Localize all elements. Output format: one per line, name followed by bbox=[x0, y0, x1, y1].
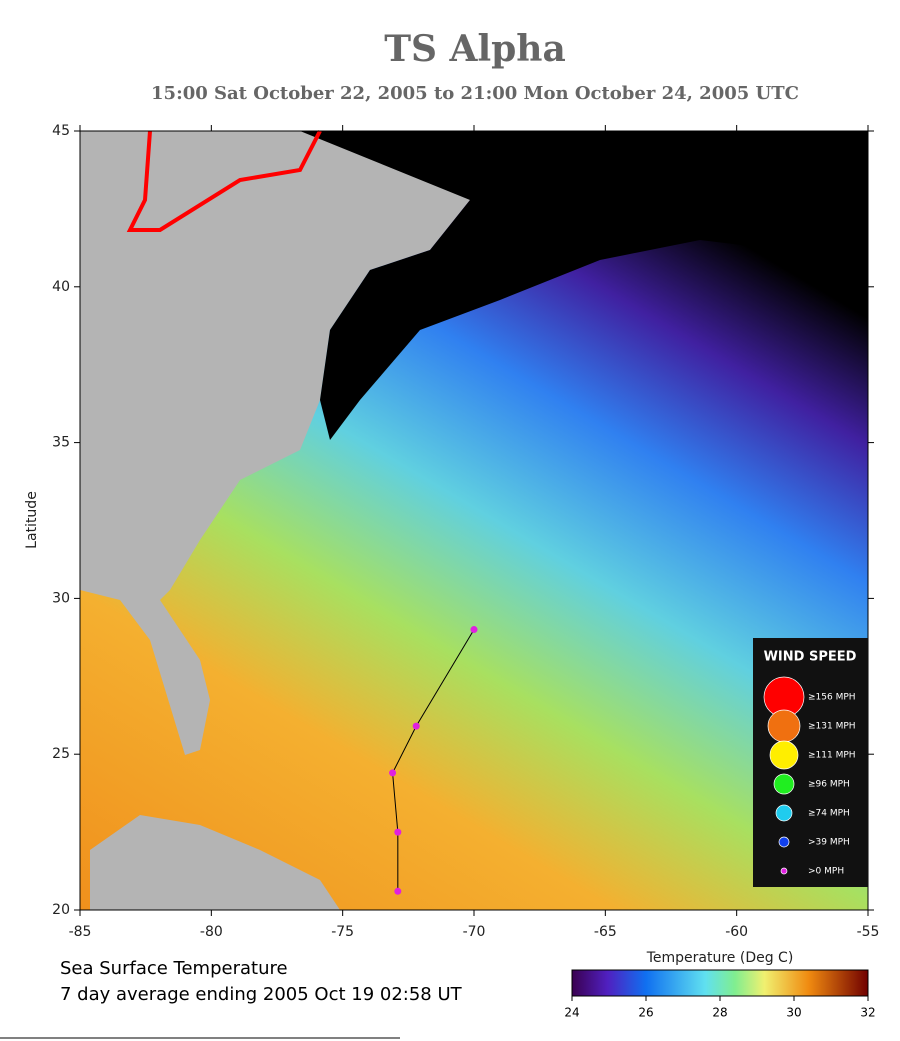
legend-symbol bbox=[769, 740, 799, 770]
y-axis-label: Latitude bbox=[24, 491, 40, 549]
colorbar-tick-label: 26 bbox=[638, 1006, 653, 1020]
legend-label: ≥131 MPH bbox=[808, 722, 856, 732]
y-tick-label: 35 bbox=[52, 435, 70, 451]
legend-label: ≥96 MPH bbox=[808, 780, 850, 790]
legend-symbol bbox=[773, 773, 795, 795]
x-tick-label: -70 bbox=[463, 924, 486, 940]
track-point bbox=[389, 769, 397, 777]
subtitle: 15:00 Sat October 22, 2005 to 21:00 Mon … bbox=[151, 83, 799, 104]
legend-symbol bbox=[767, 709, 801, 743]
y-tick-label: 30 bbox=[52, 590, 70, 606]
track-point bbox=[394, 887, 402, 895]
legend-label: >39 MPH bbox=[808, 838, 850, 848]
colorbar-tick-label: 30 bbox=[786, 1006, 801, 1020]
colorbar-tick-label: 24 bbox=[564, 1006, 579, 1020]
x-tick-label: -60 bbox=[725, 924, 748, 940]
legend-symbol bbox=[780, 867, 788, 875]
colorbar bbox=[571, 969, 869, 997]
x-tick-label: -85 bbox=[69, 924, 92, 940]
legend-title: WIND SPEED bbox=[764, 650, 857, 665]
colorbar-tick-label: 28 bbox=[712, 1006, 727, 1020]
legend-label: ≥156 MPH bbox=[808, 693, 856, 703]
legend-label: >0 MPH bbox=[808, 867, 844, 877]
x-tick-label: -80 bbox=[200, 924, 223, 940]
legend-label: ≥74 MPH bbox=[808, 809, 850, 819]
y-tick-label: 45 bbox=[52, 123, 70, 139]
legend: WIND SPEED bbox=[753, 638, 868, 887]
colorbar-tick-label: 32 bbox=[860, 1006, 875, 1020]
y-tick-label: 25 bbox=[52, 746, 70, 762]
legend-symbol bbox=[778, 836, 790, 848]
y-tick-label: 40 bbox=[52, 279, 70, 295]
x-tick-label: -75 bbox=[331, 924, 354, 940]
legend-label: ≥111 MPH bbox=[808, 751, 856, 761]
colorbar-label: Temperature (Deg C) bbox=[646, 950, 794, 966]
caption: 7 day average ending 2005 Oct 19 02:58 U… bbox=[60, 984, 463, 1005]
x-tick-label: -65 bbox=[594, 924, 617, 940]
track-point bbox=[470, 626, 478, 634]
track-point bbox=[412, 722, 420, 730]
map-background bbox=[80, 130, 868, 910]
y-tick-label: 20 bbox=[52, 902, 70, 918]
title: TS Alpha bbox=[384, 28, 566, 70]
x-tick-label: -55 bbox=[857, 924, 880, 940]
track-point bbox=[394, 828, 402, 836]
caption: Sea Surface Temperature bbox=[60, 958, 288, 979]
legend-symbol bbox=[775, 804, 793, 822]
